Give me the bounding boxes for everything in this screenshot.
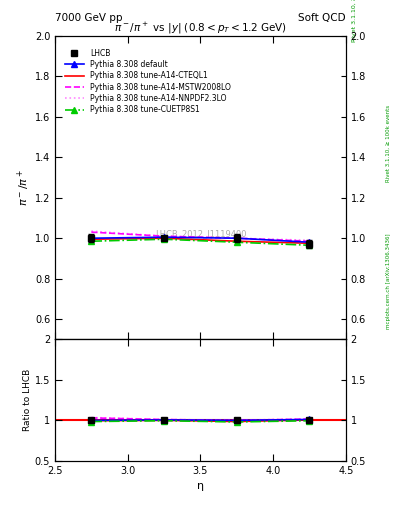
Y-axis label: $\pi^-/\pi^+$: $\pi^-/\pi^+$ xyxy=(16,169,32,206)
Text: Rivet 3.1.10, ≥ 100k events: Rivet 3.1.10, ≥ 100k events xyxy=(352,0,357,42)
Legend: LHCB, Pythia 8.308 default, Pythia 8.308 tune-A14-CTEQL1, Pythia 8.308 tune-A14-: LHCB, Pythia 8.308 default, Pythia 8.308… xyxy=(62,46,234,117)
X-axis label: η: η xyxy=(197,481,204,491)
Text: 7000 GeV pp: 7000 GeV pp xyxy=(55,13,123,23)
Text: Rivet 3.1.10, ≥ 100k events: Rivet 3.1.10, ≥ 100k events xyxy=(386,105,391,182)
Title: $\pi^-/\pi^+$ vs $|y|$ $(0.8 < p_T < 1.2\ \mathrm{GeV})$: $\pi^-/\pi^+$ vs $|y|$ $(0.8 < p_T < 1.2… xyxy=(114,21,287,36)
Text: LHCB_2012_I1119400: LHCB_2012_I1119400 xyxy=(155,229,246,238)
Text: Soft QCD: Soft QCD xyxy=(298,13,346,23)
Text: mcplots.cern.ch [arXiv:1306.3436]: mcplots.cern.ch [arXiv:1306.3436] xyxy=(386,234,391,329)
Y-axis label: Ratio to LHCB: Ratio to LHCB xyxy=(23,369,32,431)
